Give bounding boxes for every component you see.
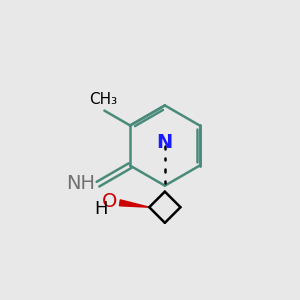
Text: N: N	[157, 133, 173, 152]
Text: CH₃: CH₃	[89, 92, 117, 107]
Text: O: O	[101, 192, 117, 212]
Text: H: H	[94, 200, 107, 218]
Text: NH: NH	[67, 174, 96, 193]
Polygon shape	[119, 200, 149, 207]
